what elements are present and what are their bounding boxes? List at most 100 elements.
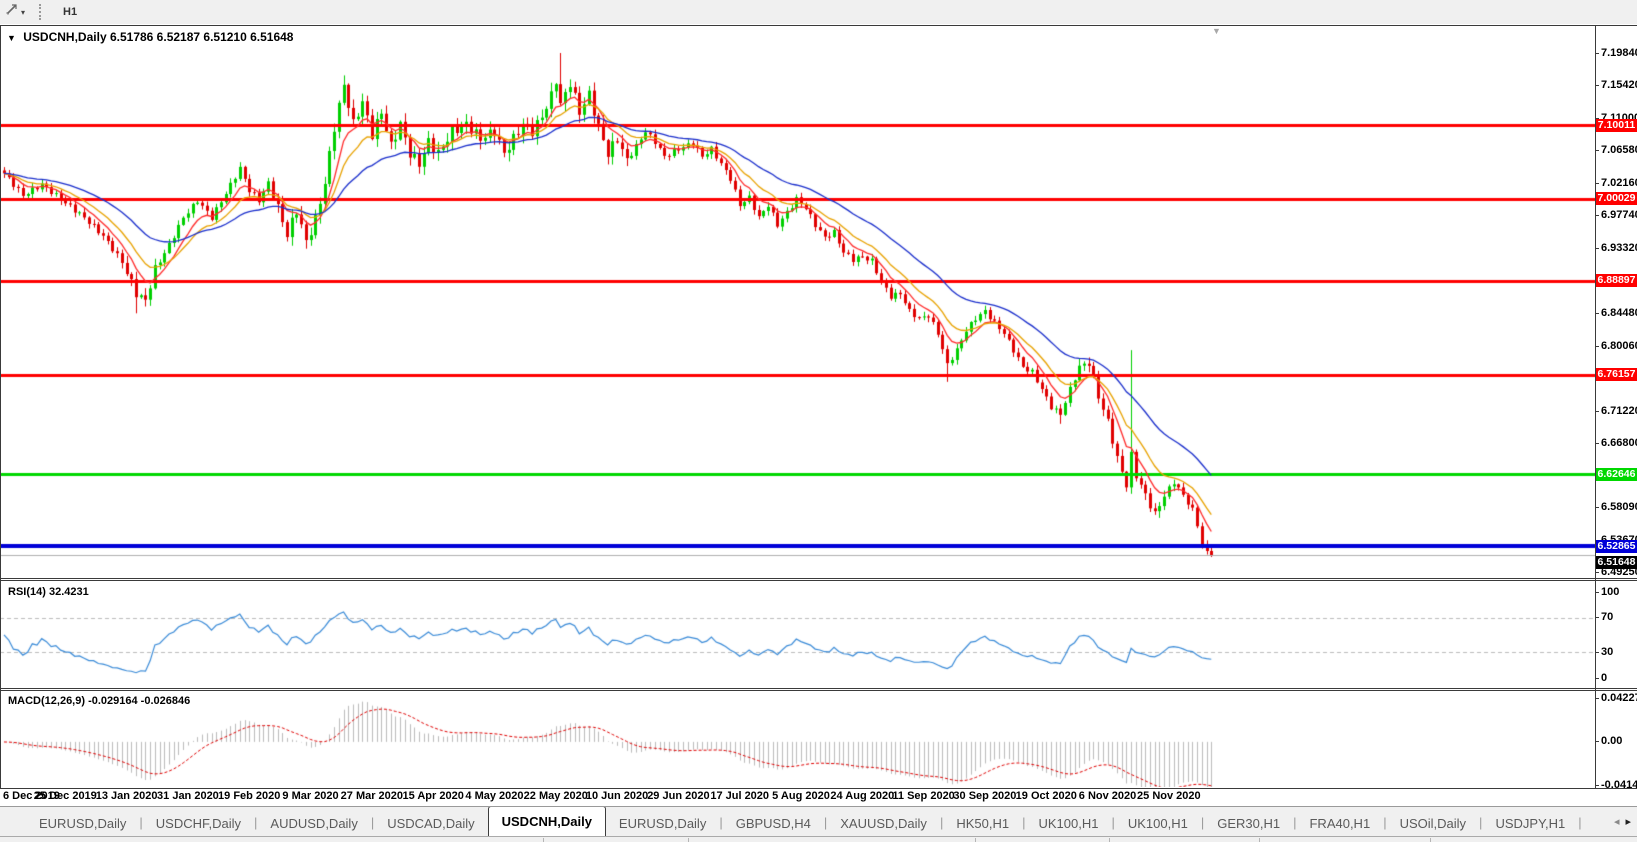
crosshair-tool-button[interactable]: ▾	[0, 2, 29, 22]
chart-tab-ger30-h1[interactable]: GER30,H1	[1217, 815, 1281, 831]
date-axis-label: 19 Oct 2020	[1015, 790, 1077, 802]
price-chart-canvas[interactable]	[0, 26, 1595, 578]
price-axis-label: 6.66800	[1595, 437, 1637, 450]
chart-tab-usdcnh-daily[interactable]: USDCNH,Daily	[487, 807, 606, 837]
price-axis-label: 7.19840	[1595, 47, 1637, 60]
rsi-axis-label: 30	[1594, 645, 1614, 658]
price-axis-label: 6.71220	[1595, 405, 1637, 418]
price-axis-label: 6.84480	[1595, 307, 1637, 320]
date-axis-label: 6 Dec 2019	[3, 790, 60, 802]
hline-price-label: 6.76157	[1596, 368, 1637, 382]
date-axis-label: 24 Aug 2020	[830, 790, 895, 802]
rsi-indicator-label: RSI(14) 32.4231	[8, 586, 89, 598]
timeframe-button-h1[interactable]: H1	[63, 5, 78, 18]
chart-tabs: EURUSD,Daily | USDCHF,Daily | AUDUSD,Daily | U…	[0, 807, 1637, 837]
date-axis-label: 19 Feb 2020	[218, 790, 281, 802]
hline-price-label: 6.88897	[1596, 274, 1637, 288]
statusbar-divider	[1109, 838, 1110, 842]
date-axis-label: 15 Apr 2020	[402, 790, 464, 802]
panel-separator[interactable]	[0, 688, 1637, 689]
chart-title: ▼ USDCNH,Daily 6.51786 6.52187 6.51210 6…	[7, 30, 293, 44]
hline-price-label: 6.52865	[1596, 539, 1637, 553]
hline-price-label: 7.00029	[1596, 192, 1637, 206]
statusbar-divider	[1259, 838, 1260, 842]
panel-separator[interactable]	[0, 578, 1637, 579]
tab-divider: |	[1293, 814, 1297, 830]
tab-scroll-left-icon[interactable]: ◂	[1613, 816, 1620, 828]
date-axis-label: 27 Mar 2020	[340, 790, 404, 802]
tab-divider: |	[1111, 814, 1115, 830]
date-axis-label: 22 May 2020	[523, 790, 588, 802]
chart-tab-fra40-h1[interactable]: FRA40,H1	[1309, 815, 1371, 831]
macd-axis-label: 0.00	[1594, 735, 1623, 748]
statusbar-divider	[688, 838, 689, 842]
tab-scroll-right-icon[interactable]: ▸	[1625, 816, 1631, 828]
price-axis-label: 6.93320	[1595, 242, 1637, 255]
date-axis-label: 25 Dec 2019	[33, 790, 97, 802]
statusbar-divider	[1430, 838, 1431, 842]
tab-divider: |	[1578, 814, 1582, 830]
hline-price-label: 7.10011	[1596, 118, 1637, 132]
chart-tab-usoil-daily[interactable]: USOil,Daily	[1399, 815, 1467, 831]
toolbar-grip[interactable]	[39, 4, 44, 20]
statusbar-divider	[543, 838, 544, 842]
date-axis-label: 9 Mar 2020	[282, 790, 339, 802]
panel-bottom-border	[0, 788, 1637, 789]
tab-divider: |	[939, 814, 944, 830]
tab-divider: |	[370, 814, 375, 830]
chart-tab-uk100-h1[interactable]: UK100,H1	[1127, 815, 1188, 831]
rsi-panel-canvas[interactable]	[0, 581, 1595, 687]
price-axis-label: 7.06580	[1595, 144, 1637, 157]
symbol-dropdown-icon[interactable]: ▼	[7, 33, 16, 43]
chart-tab-usdchf-daily[interactable]: USDCHF,Daily	[155, 815, 242, 831]
date-axis-label: 5 Aug 2020	[772, 790, 830, 802]
crosshair-tool-icon	[4, 2, 19, 22]
tab-divider: |	[719, 814, 723, 830]
panel-separator[interactable]	[0, 690, 1637, 691]
price-axis-label: 6.58090	[1595, 501, 1637, 514]
price-axis-label: 6.49250	[1595, 566, 1637, 579]
price-axis-label: 6.97740	[1595, 209, 1637, 222]
chart-tab-audusd-daily[interactable]: AUDUSD,Daily	[270, 815, 358, 831]
chart-ohlc-values: 6.51786 6.52187 6.51210 6.51648	[109, 30, 294, 44]
tab-divider: |	[1479, 814, 1483, 830]
chart-symbol-label: USDCNH,Daily	[23, 30, 107, 44]
date-axis-label: 13 Jan 2020	[95, 790, 158, 802]
rsi-axis-label: 100	[1594, 585, 1620, 598]
macd-axis-label: -0.04148	[1594, 779, 1637, 792]
chart-tab-eurusd-daily[interactable]: EURUSD,Daily	[39, 815, 127, 831]
date-axis-label: 31 Jan 2020	[157, 790, 219, 802]
chart-tab-gbpusd-h4[interactable]: GBPUSD,H4	[735, 815, 811, 831]
date-axis-label: 25 Nov 2020	[1137, 790, 1201, 802]
chart-window: ▼ USDCNH,Daily 6.51786 6.52187 6.51210 6…	[0, 24, 1637, 806]
chart-tab-usdcad-daily[interactable]: USDCAD,Daily	[387, 815, 475, 831]
panel-separator[interactable]	[0, 580, 1637, 581]
macd-panel-canvas[interactable]	[0, 691, 1595, 787]
price-axis-label: 6.80060	[1595, 340, 1637, 353]
status-bar	[0, 836, 1637, 842]
tab-divider: |	[254, 814, 258, 830]
statusbar-divider	[975, 838, 976, 842]
timeframe-toolbar: ▾ M1M5M15M30H1H4D1W1MN	[0, 0, 1637, 94]
date-axis-label: 10 Jun 2020	[585, 790, 649, 802]
tab-divider: |	[1200, 814, 1205, 830]
macd-indicator-label: MACD(12,26,9) -0.029164 -0.026846	[8, 695, 191, 707]
price-axis-label: 7.15420	[1595, 79, 1637, 92]
tab-divider: |	[139, 814, 143, 830]
date-axis-label: 17 Jul 2020	[710, 790, 770, 802]
rsi-axis-label: 0	[1594, 671, 1608, 684]
chart-tab-hk50-h1[interactable]: HK50,H1	[956, 815, 1010, 831]
chart-tab-usdjpy-h1[interactable]: USDJPY,H1	[1495, 815, 1566, 831]
date-axis-label: 4 May 2020	[465, 790, 524, 802]
date-axis-label: 29 Jun 2020	[647, 790, 710, 802]
chart-tab-uk100-h1[interactable]: UK100,H1	[1038, 815, 1099, 831]
chart-shift-marker-icon[interactable]: ▼	[1212, 26, 1221, 36]
chart-tab-xauusd-daily[interactable]: XAUUSD,Daily	[840, 815, 927, 831]
price-axis-label: 7.02160	[1595, 177, 1637, 190]
rsi-axis-label: 70	[1594, 611, 1614, 624]
date-axis-label: 6 Nov 2020	[1078, 790, 1137, 802]
macd-axis-label: 0.042275	[1595, 692, 1637, 705]
chevron-down-icon[interactable]: ▾	[21, 7, 26, 17]
chart-tab-eurusd-daily[interactable]: EURUSD,Daily	[618, 815, 707, 831]
